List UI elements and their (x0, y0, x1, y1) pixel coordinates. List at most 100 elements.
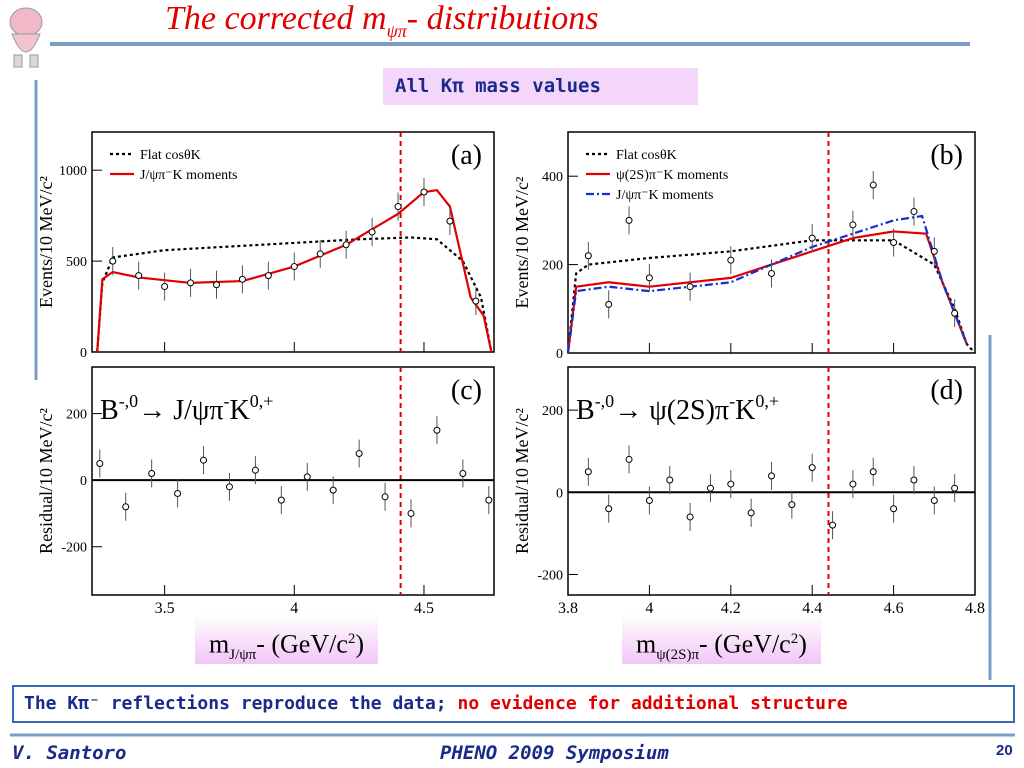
curve (566, 230, 968, 354)
data-point (303, 473, 311, 481)
y-tick-label: 200 (542, 259, 563, 274)
data-point (625, 216, 633, 224)
legend-label: Flat cosθK (140, 148, 201, 163)
data-point (394, 203, 402, 211)
mascot-icon (9, 7, 43, 68)
x-tick-label: 3.5 (155, 600, 175, 617)
y-tick-label: 400 (542, 170, 563, 185)
data-point (109, 257, 117, 265)
y-axis-label: Residual/10 MeV/c² (36, 408, 56, 554)
reaction-part: → ψ(2S)π (614, 395, 729, 426)
legend-label: J/ψπ⁻K moments (140, 168, 238, 183)
reaction-sup: - (729, 391, 735, 411)
data-point (768, 269, 775, 277)
reaction-part: K (230, 395, 250, 426)
reaction-sup: 0,+ (250, 391, 274, 411)
x-axis-label: mψ(2S)π- (GeV/c2) (622, 614, 821, 664)
data-point (368, 228, 376, 236)
data-point (768, 472, 775, 480)
y-tick-label: 500 (66, 255, 87, 270)
data-point (122, 503, 130, 511)
footer-event: PHENO 2009 Symposium (440, 742, 669, 764)
data-point (849, 480, 857, 488)
x-tick-label: 4.4 (802, 600, 822, 617)
data-point (355, 450, 363, 458)
y-tick-label: 1000 (59, 164, 87, 179)
data-point (238, 275, 246, 283)
data-point (200, 456, 208, 464)
y-tick-label: 0 (556, 347, 563, 362)
data-point (706, 484, 714, 492)
data-point (187, 279, 195, 287)
y-tick-label: 200 (66, 408, 87, 423)
x-tick-label: 4 (645, 600, 653, 617)
reaction-sup: -,0 (595, 391, 615, 411)
data-point (584, 252, 592, 260)
data-point (251, 466, 259, 474)
data-point (420, 188, 428, 196)
y-axis-label: Events/10 MeV/c² (512, 177, 532, 309)
page-number: 20 (996, 742, 1013, 759)
data-point (329, 486, 337, 494)
data-point (951, 484, 959, 492)
reaction: B-,0→ J/ψπ-K0,+ (100, 391, 273, 426)
data-point (951, 309, 959, 317)
data-point (808, 464, 816, 472)
data-point (930, 247, 938, 255)
y-axis-label: Events/10 MeV/c² (36, 176, 56, 308)
reaction-part: B (100, 395, 119, 426)
data-point (161, 283, 169, 291)
x-tick-label: 4 (290, 600, 298, 617)
data-point (747, 509, 755, 517)
data-point (174, 489, 182, 497)
reaction-sup: 0,+ (755, 391, 779, 411)
reaction-sup: -,0 (119, 391, 139, 411)
data-point (869, 181, 877, 189)
data-point (829, 521, 837, 529)
data-point (686, 513, 694, 521)
data-point (96, 460, 104, 468)
data-point (472, 297, 480, 305)
data-point (890, 239, 898, 246)
data-point (342, 241, 350, 249)
data-point (910, 208, 918, 216)
y-tick-label: 200 (542, 404, 563, 419)
y-axis-label: Residual/10 MeV/c² (512, 408, 532, 554)
plot-frame (91, 131, 495, 353)
data-point (485, 496, 493, 504)
data-point (666, 476, 674, 484)
y-tick-label: 0 (556, 486, 563, 501)
data-point (225, 483, 233, 491)
data-point (605, 300, 613, 308)
legend-label: J/ψπ⁻K moments (616, 188, 714, 203)
y-tick-label: -200 (537, 568, 563, 583)
data-point (584, 468, 592, 476)
reaction-part: → J/ψπ (138, 395, 223, 426)
data-point (148, 470, 156, 478)
data-point (727, 480, 735, 488)
reaction-part: K (735, 395, 755, 426)
data-point (686, 283, 694, 291)
reaction-sup: - (224, 391, 230, 411)
plot-frame (567, 131, 976, 354)
y-tick-label: 0 (80, 474, 87, 489)
x-axis-label: mJ/ψπ- (GeV/c2) (195, 614, 379, 664)
plot-frame (567, 366, 976, 596)
data-point (277, 496, 285, 504)
panel-label: (a) (451, 140, 482, 171)
data-point (890, 505, 898, 513)
conclusion: The Kπ⁻ reflections reproduce the data; … (12, 685, 1015, 723)
data-point (869, 468, 877, 476)
data-point (930, 497, 938, 505)
legend-label: Flat cosθK (616, 148, 677, 163)
y-tick-label: 0 (80, 346, 87, 361)
data-point (849, 221, 857, 229)
data-point (381, 493, 389, 501)
data-point (910, 476, 918, 484)
banner: All Kπ mass values (383, 68, 698, 105)
data-point (316, 250, 324, 258)
data-point (135, 272, 143, 280)
